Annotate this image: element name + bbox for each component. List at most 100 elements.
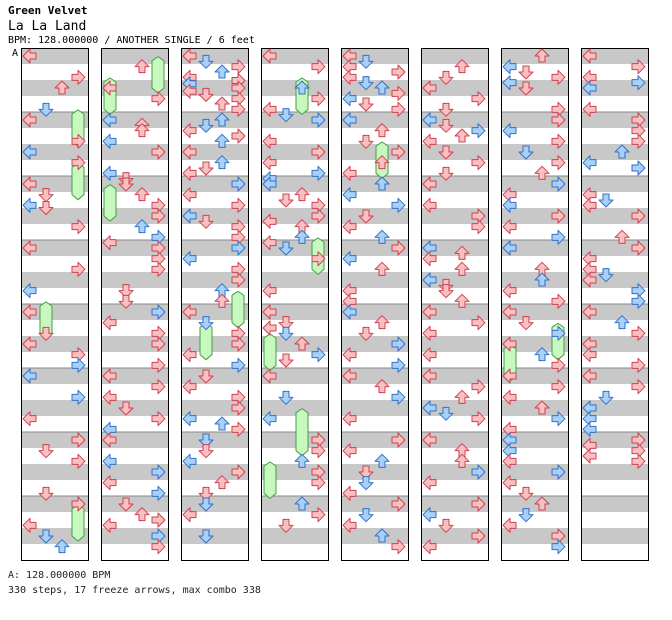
- beat-band: [261, 272, 328, 288]
- right-arrow-note: [231, 176, 246, 192]
- chart-column: [421, 48, 489, 561]
- up-arrow-note: [54, 80, 70, 95]
- right-arrow-note: [71, 453, 86, 469]
- beat-band: [21, 304, 88, 320]
- right-arrow-note: [631, 357, 646, 373]
- right-arrow-note: [551, 155, 566, 171]
- beat-band: [421, 112, 488, 128]
- up-arrow-note: [374, 229, 390, 244]
- down-arrow-note: [198, 486, 214, 501]
- left-arrow-note: [342, 411, 357, 427]
- beat-band: [21, 368, 88, 384]
- right-arrow-note: [551, 208, 566, 224]
- left-arrow-note: [22, 368, 37, 384]
- beat-band: [261, 176, 328, 192]
- left-arrow-note: [422, 197, 437, 213]
- beat-band: [101, 496, 168, 512]
- left-arrow-note: [262, 304, 277, 320]
- up-arrow-note: [534, 347, 550, 362]
- right-arrow-note: [631, 453, 646, 469]
- up-arrow-note: [214, 64, 230, 79]
- beat-band: [501, 80, 568, 96]
- down-arrow-note: [278, 390, 294, 405]
- down-arrow-note: [118, 497, 134, 512]
- right-arrow-note: [391, 389, 406, 405]
- stats-footer: 330 steps, 17 freeze arrows, max combo 3…: [8, 585, 261, 596]
- up-arrow-note: [374, 315, 390, 330]
- beat-band: [581, 336, 648, 352]
- beat-band: [261, 432, 328, 448]
- column-border: [501, 48, 569, 561]
- up-arrow-note: [214, 96, 230, 111]
- left-arrow-note: [102, 389, 117, 405]
- beat-band: [581, 272, 648, 288]
- right-arrow-note: [71, 432, 86, 448]
- beat-band: [101, 304, 168, 320]
- beat-band: [501, 432, 568, 448]
- down-arrow-note: [198, 214, 214, 229]
- beat-band: [581, 528, 648, 544]
- left-arrow-note: [262, 411, 277, 427]
- left-arrow-note: [22, 112, 37, 128]
- right-arrow-note: [151, 411, 166, 427]
- right-arrow-note: [551, 325, 566, 341]
- left-arrow-note: [342, 219, 357, 235]
- right-arrow-note: [231, 128, 246, 144]
- left-arrow-note: [262, 213, 277, 229]
- right-arrow-note: [391, 144, 406, 160]
- left-arrow-note: [422, 432, 437, 448]
- left-arrow-note: [582, 421, 597, 437]
- left-arrow-note: [22, 240, 37, 256]
- beat-band: [421, 272, 488, 288]
- right-arrow-note: [311, 475, 326, 491]
- right-arrow-note: [391, 197, 406, 213]
- beat-band: [421, 368, 488, 384]
- beat-band: [581, 112, 648, 128]
- chart-column: [581, 48, 649, 561]
- beat-band: [261, 304, 328, 320]
- down-arrow-note: [358, 209, 374, 224]
- left-arrow-note: [342, 187, 357, 203]
- right-arrow-note: [151, 261, 166, 277]
- down-arrow-note: [198, 118, 214, 133]
- right-arrow-note: [551, 176, 566, 192]
- up-arrow-note: [454, 245, 470, 260]
- right-arrow-note: [151, 485, 166, 501]
- left-arrow-note: [22, 411, 37, 427]
- left-arrow-note: [502, 197, 517, 213]
- up-arrow-note: [134, 59, 150, 74]
- up-arrow-note: [374, 261, 390, 276]
- left-arrow-note: [102, 453, 117, 469]
- chart-marker: A: [12, 48, 19, 59]
- beat-band: [101, 176, 168, 192]
- right-arrow-note: [151, 539, 166, 555]
- beat-band: [21, 144, 88, 160]
- down-arrow-note: [518, 486, 534, 501]
- beat-band: [181, 528, 248, 544]
- left-arrow-note: [422, 507, 437, 523]
- right-arrow-note: [631, 75, 646, 91]
- beat-band: [101, 432, 168, 448]
- right-arrow-note: [311, 112, 326, 128]
- right-arrow-note: [151, 91, 166, 107]
- up-arrow-note: [214, 155, 230, 170]
- beat-band: [181, 496, 248, 512]
- right-arrow-note: [151, 357, 166, 373]
- left-arrow-note: [502, 389, 517, 405]
- left-arrow-note: [422, 475, 437, 491]
- up-arrow-note: [294, 229, 310, 244]
- right-arrow-note: [551, 133, 566, 149]
- beat-band: [341, 432, 408, 448]
- left-arrow-note: [422, 539, 437, 555]
- up-arrow-note: [54, 539, 70, 554]
- left-arrow-note: [102, 432, 117, 448]
- left-arrow-note: [342, 517, 357, 533]
- beat-band: [21, 496, 88, 512]
- beat-band: [101, 336, 168, 352]
- right-arrow-note: [71, 389, 86, 405]
- beat-band: [501, 336, 568, 352]
- down-arrow-note: [438, 518, 454, 533]
- down-arrow-note: [438, 284, 454, 299]
- column-border: [181, 48, 249, 561]
- left-arrow-note: [582, 272, 597, 288]
